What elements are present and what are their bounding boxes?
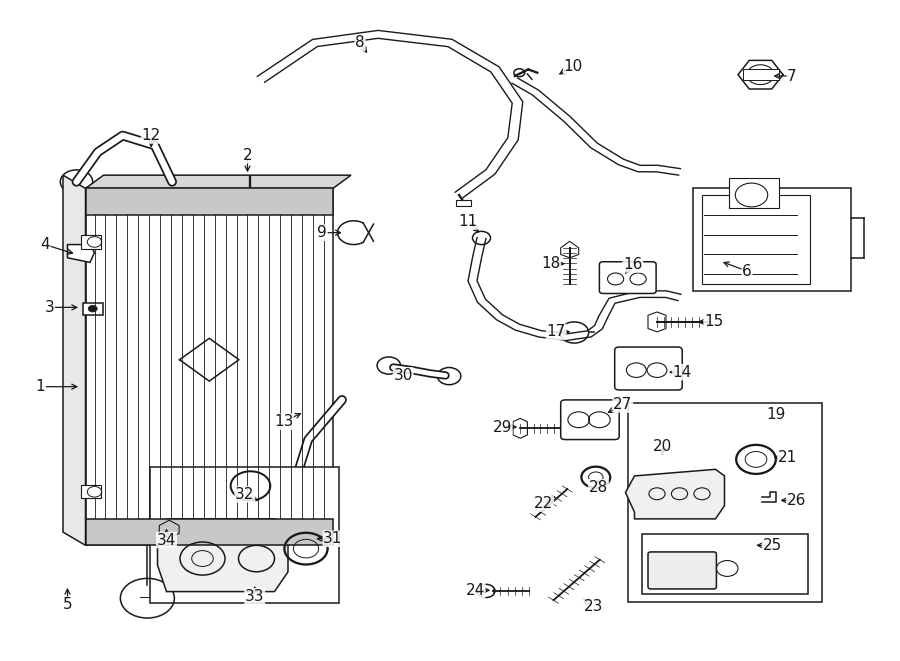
Text: 5: 5	[63, 598, 72, 612]
Text: 12: 12	[141, 128, 161, 143]
Text: 10: 10	[563, 59, 583, 73]
Text: 30: 30	[393, 368, 413, 383]
Polygon shape	[86, 175, 351, 188]
Text: 32: 32	[235, 487, 255, 502]
Polygon shape	[63, 175, 86, 545]
Text: 13: 13	[274, 414, 293, 429]
Text: 27: 27	[613, 397, 633, 412]
Polygon shape	[68, 245, 94, 262]
FancyBboxPatch shape	[599, 262, 656, 293]
Circle shape	[88, 305, 97, 312]
Bar	[86, 188, 333, 545]
Text: 4: 4	[40, 237, 50, 252]
Bar	[81, 485, 101, 498]
Text: 15: 15	[704, 315, 724, 329]
Text: 16: 16	[623, 257, 643, 272]
Bar	[693, 188, 850, 291]
Bar	[628, 403, 822, 602]
Text: 31: 31	[323, 531, 343, 546]
Text: 33: 33	[245, 589, 265, 603]
Text: 2: 2	[243, 148, 252, 163]
Text: 6: 6	[742, 264, 752, 278]
FancyBboxPatch shape	[561, 400, 619, 440]
Bar	[456, 200, 471, 206]
Text: 1: 1	[36, 379, 45, 394]
Text: 11: 11	[458, 214, 478, 229]
Bar	[86, 519, 333, 545]
Text: 24: 24	[465, 583, 485, 598]
Polygon shape	[626, 469, 725, 519]
Text: 18: 18	[541, 256, 561, 271]
Polygon shape	[158, 519, 288, 592]
Text: 3: 3	[45, 300, 54, 315]
Bar	[729, 178, 778, 208]
Text: 8: 8	[356, 36, 364, 50]
Bar	[150, 467, 339, 603]
Text: 9: 9	[318, 225, 327, 240]
Text: 22: 22	[534, 496, 554, 511]
FancyBboxPatch shape	[648, 552, 716, 589]
Text: 23: 23	[583, 600, 603, 614]
Text: 17: 17	[546, 325, 566, 339]
Text: 25: 25	[762, 538, 782, 553]
Text: 20: 20	[652, 439, 672, 453]
Bar	[81, 235, 101, 249]
Text: 29: 29	[492, 420, 512, 434]
Text: 7: 7	[788, 69, 796, 83]
Bar	[702, 195, 810, 284]
Text: 28: 28	[589, 480, 608, 494]
Bar	[642, 534, 808, 594]
Text: 26: 26	[787, 493, 806, 508]
FancyBboxPatch shape	[615, 347, 682, 390]
Text: 21: 21	[778, 450, 797, 465]
Text: 19: 19	[766, 407, 786, 422]
Text: 34: 34	[157, 533, 176, 547]
FancyBboxPatch shape	[83, 303, 103, 315]
Bar	[86, 188, 333, 215]
Text: 14: 14	[672, 365, 692, 379]
Bar	[742, 69, 778, 80]
